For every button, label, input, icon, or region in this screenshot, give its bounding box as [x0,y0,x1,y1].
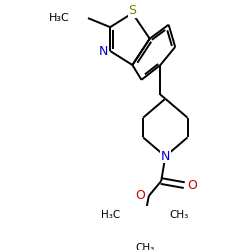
Text: H₃C: H₃C [101,210,120,220]
Text: CH₃: CH₃ [170,210,189,220]
Text: S: S [128,4,136,17]
Text: H₃C: H₃C [49,13,70,23]
Text: N: N [161,150,170,163]
Text: O: O [136,189,145,202]
Text: O: O [188,179,198,192]
Text: N: N [99,44,108,58]
Text: CH₃: CH₃ [135,243,154,250]
